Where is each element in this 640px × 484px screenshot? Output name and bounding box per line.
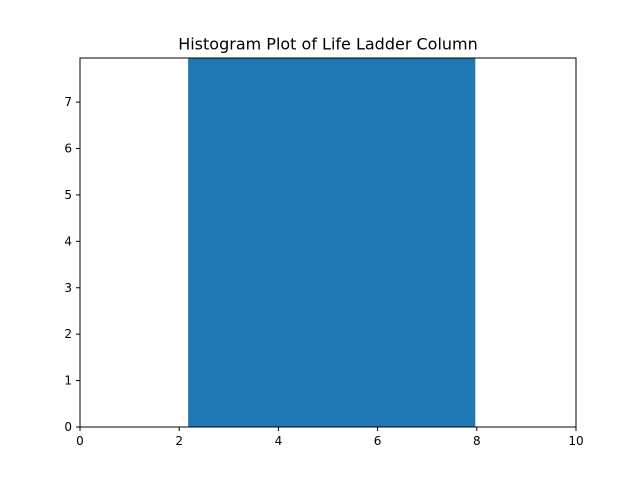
histogram-bar (188, 58, 476, 427)
y-tick-label: 3 (64, 281, 72, 295)
x-axis: 0 2 4 6 8 10 (76, 427, 584, 448)
y-tick-label: 4 (64, 234, 72, 248)
chart-title: Histogram Plot of Life Ladder Column (178, 35, 478, 54)
y-tick-label: 1 (64, 374, 72, 388)
bars-layer (188, 58, 476, 427)
x-tick-label: 4 (275, 434, 283, 448)
x-tick-label: 6 (374, 434, 382, 448)
x-tick-label: 8 (473, 434, 481, 448)
x-tick-label: 2 (175, 434, 183, 448)
axes-frame (79, 57, 577, 428)
y-tick-label: 6 (64, 142, 72, 156)
y-tick-label: 5 (64, 188, 72, 202)
x-tick-label: 0 (76, 434, 84, 448)
y-axis: 0 1 2 3 4 5 6 7 (64, 95, 80, 434)
x-tick-label: 10 (568, 434, 583, 448)
y-tick-label: 0 (64, 420, 72, 434)
y-tick-label: 2 (64, 327, 72, 341)
y-tick-label: 7 (64, 95, 72, 109)
